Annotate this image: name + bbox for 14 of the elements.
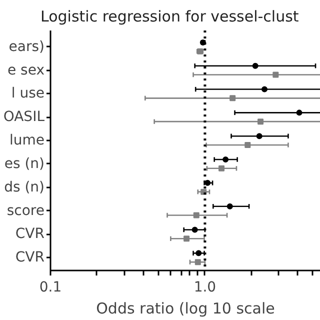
y-tick-label: ds (n) [4,179,45,196]
y-tick-label: CVR [15,226,45,242]
y-tick-label: CVR [15,250,45,266]
x-tick-label: 1.0 [194,280,216,296]
chart-title: Logistic regression for vessel-clust [40,8,299,26]
y-tick-label: es (n) [4,156,44,172]
y-tick-label: l use [11,86,45,102]
x-tick-label: 0.1 [39,280,62,296]
y-tick-label: lume [9,132,44,149]
x-axis-title: Odds ratio (log 10 scale [96,300,275,318]
y-tick-label: score [6,202,45,219]
y-tick-label: OASIL [3,109,45,126]
y-tick-label: e sex [7,62,45,78]
y-tick-label: ears) [8,38,45,55]
